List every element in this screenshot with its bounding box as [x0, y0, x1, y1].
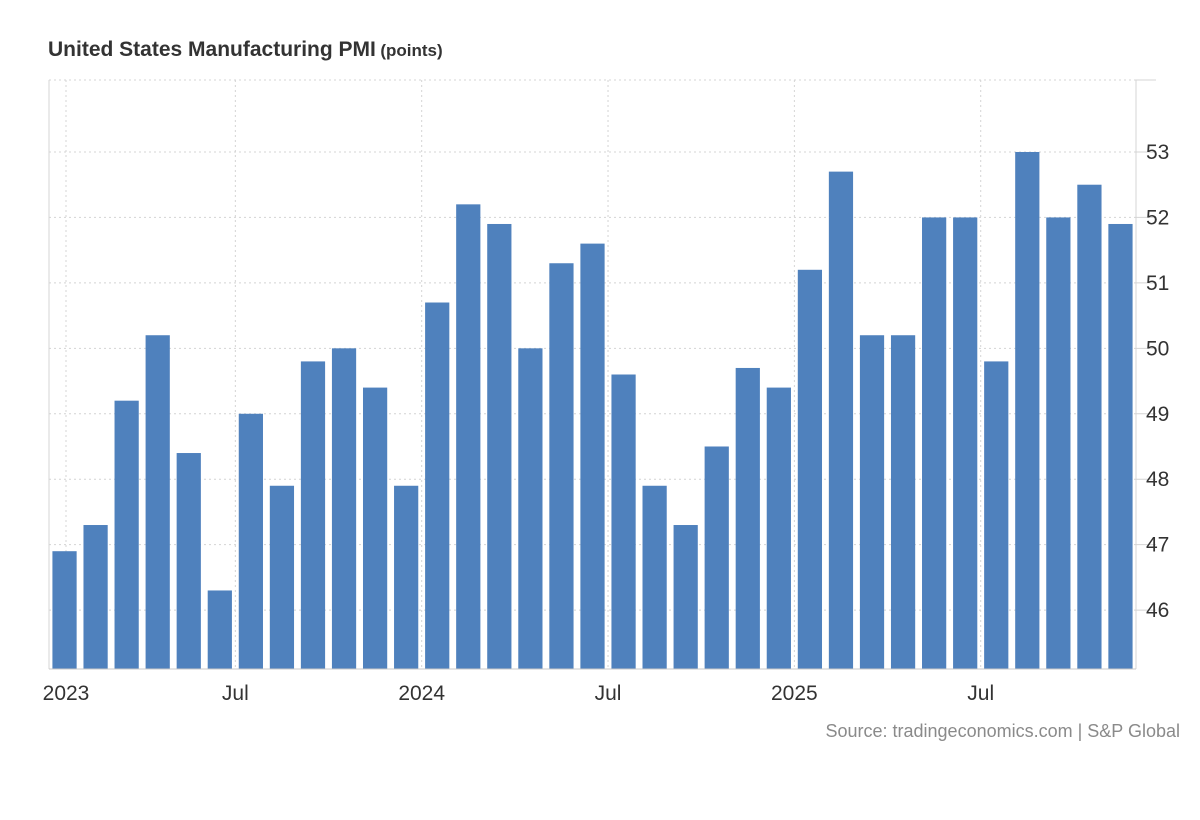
- x-tick-label: Jul: [222, 682, 249, 705]
- bar: [828, 171, 854, 669]
- bar: [611, 374, 636, 669]
- bar: [797, 269, 823, 669]
- bar: [1108, 223, 1133, 669]
- bar: [145, 335, 170, 669]
- bar: [859, 335, 885, 669]
- bar: [518, 348, 543, 669]
- chart-title: United States Manufacturing PMI (points): [48, 38, 443, 62]
- bar: [704, 446, 729, 669]
- y-tick-label: 50: [1146, 337, 1169, 360]
- bar: [984, 361, 1009, 669]
- bar: [953, 217, 978, 669]
- bar: [1077, 184, 1102, 669]
- y-tick-label: 49: [1146, 403, 1169, 426]
- chart-unit-label: (points): [380, 41, 443, 60]
- bar: [331, 348, 357, 669]
- y-tick-label: 46: [1146, 599, 1169, 622]
- y-tick-label: 51: [1146, 272, 1169, 295]
- x-tick-label: Jul: [595, 682, 622, 705]
- bar: [1015, 151, 1040, 669]
- bar: [922, 217, 947, 669]
- bar: [394, 485, 419, 669]
- bar: [549, 263, 574, 669]
- x-tick-label: 2023: [43, 682, 90, 705]
- bar: [176, 453, 201, 669]
- bar: [114, 400, 139, 669]
- bar: [890, 335, 916, 669]
- bar: [580, 243, 605, 669]
- bar: [207, 590, 232, 669]
- bar: [1046, 217, 1071, 669]
- bar: [642, 485, 667, 669]
- bar: [735, 367, 760, 669]
- bar: [269, 485, 295, 669]
- bar: [238, 413, 263, 669]
- y-tick-label: 53: [1146, 141, 1169, 164]
- y-tick-label: 48: [1146, 468, 1169, 491]
- bar: [425, 302, 450, 669]
- y-tick-label: 47: [1146, 534, 1169, 557]
- bar: [487, 223, 512, 669]
- chart-title-text: United States Manufacturing PMI: [48, 38, 376, 61]
- x-tick-label: Jul: [967, 682, 994, 705]
- bar: [456, 204, 481, 669]
- bar: [766, 387, 791, 669]
- source-note: Source: tradingeconomics.com | S&P Globa…: [825, 721, 1180, 741]
- x-tick-label: 2025: [771, 682, 818, 705]
- bar: [300, 361, 326, 669]
- x-tick-label: 2024: [398, 682, 445, 705]
- bar: [362, 387, 388, 669]
- bar: [83, 525, 108, 669]
- y-tick-label: 52: [1146, 206, 1169, 229]
- bar: [52, 551, 77, 669]
- bar: [673, 525, 698, 669]
